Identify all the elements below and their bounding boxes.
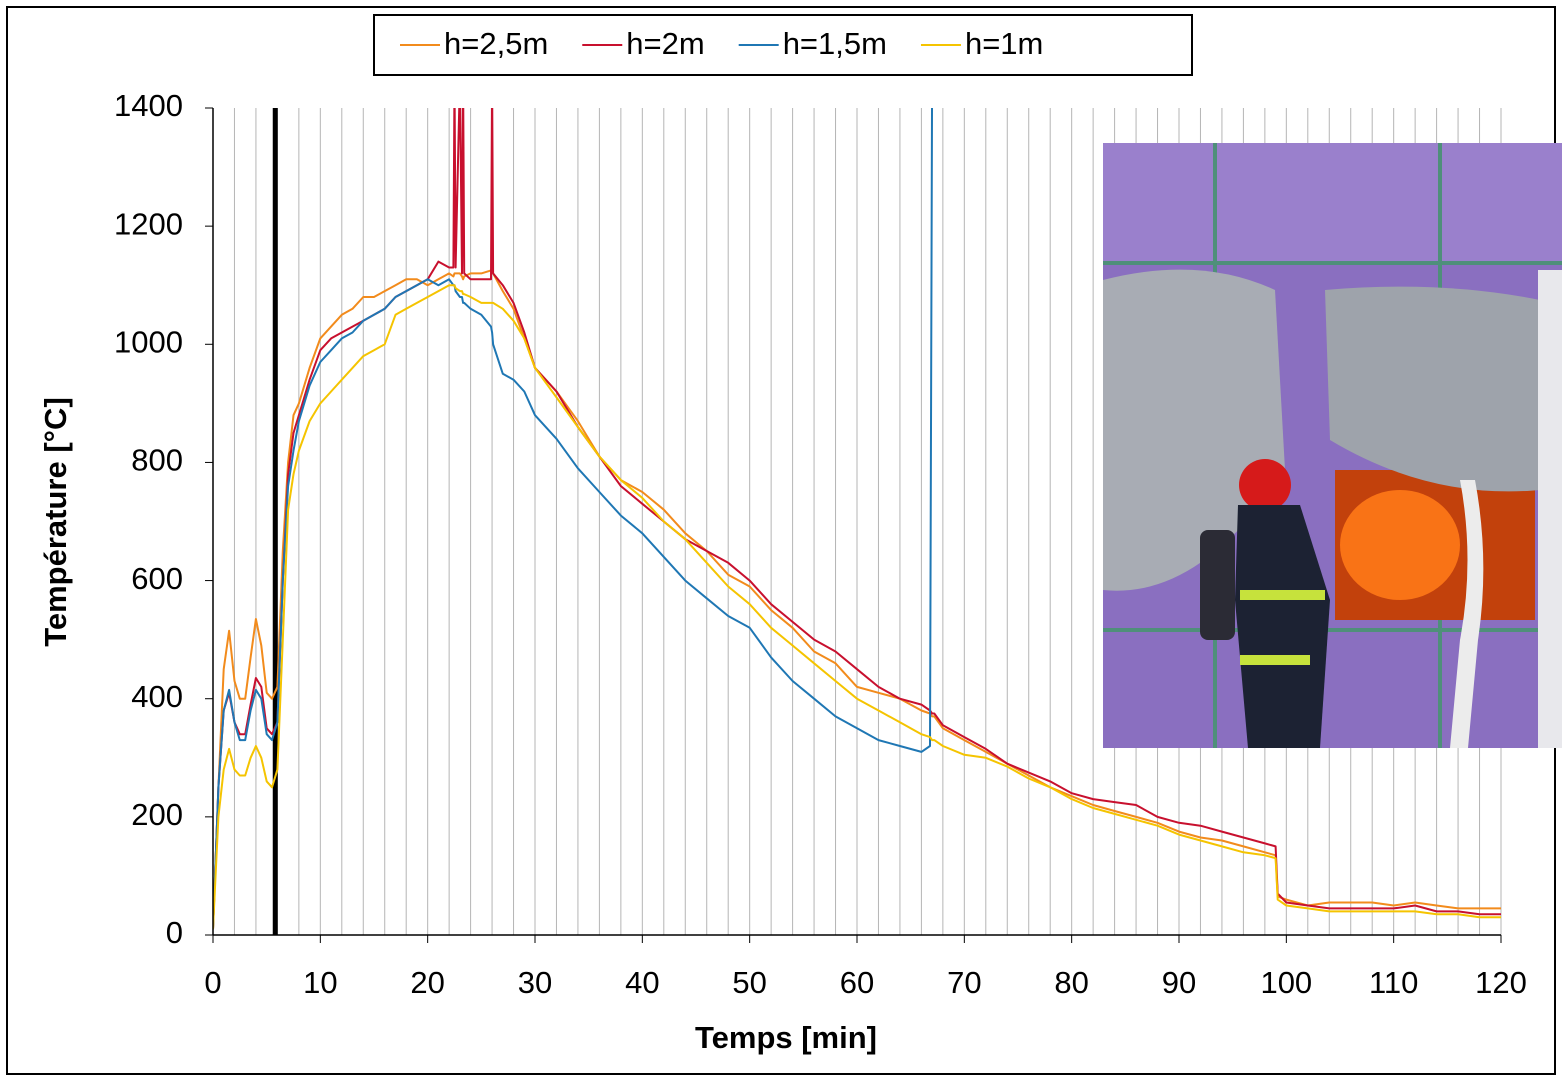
y-tick-label: 1400	[114, 88, 183, 123]
x-tick-label: 30	[518, 965, 552, 1000]
x-tick-label: 110	[1369, 965, 1418, 1000]
x-tick-label: 60	[840, 965, 874, 1000]
series-line	[213, 266, 1501, 930]
legend-label: h=1m	[965, 26, 1043, 61]
legend	[373, 14, 1193, 76]
y-tick-label: 600	[131, 561, 183, 596]
y-tick-label: 400	[131, 679, 183, 714]
x-axis-title: Temps [min]	[695, 1020, 877, 1055]
legend-label: h=2m	[626, 26, 704, 61]
legend-label: h=1,5m	[783, 26, 887, 61]
ticks: 0 10 20 30 40 50 60 70 80 90 100 110 120020040060080…	[114, 88, 1527, 1000]
x-tick-label: 40	[625, 965, 659, 1000]
x-tick-label: 120	[1475, 965, 1527, 1000]
x-tick-label: 50	[732, 965, 766, 1000]
x-tick-label: 0	[204, 965, 221, 1000]
legend-label: h=2,5m	[444, 26, 548, 61]
x-tick-label: 100	[1260, 965, 1312, 1000]
x-tick-label: 20	[410, 965, 444, 1000]
x-tick-label: 80	[1054, 965, 1088, 1000]
x-tick-label: 10	[303, 965, 337, 1000]
y-tick-label: 1000	[114, 324, 183, 359]
y-tick-label: 0	[166, 915, 183, 950]
y-axis-title: Température [°C]	[38, 397, 73, 647]
y-tick-label: 800	[131, 443, 183, 478]
series-line	[213, 284, 1501, 930]
plot-area	[213, 108, 1501, 935]
y-tick-label: 200	[131, 797, 183, 832]
x-tick-label: 70	[947, 965, 981, 1000]
y-tick-label: 1200	[114, 206, 183, 241]
x-tick-label: 90	[1162, 965, 1196, 1000]
inset-photo	[1103, 143, 1562, 748]
series-line	[213, 108, 934, 930]
legend-entries: h=2,5m h=2m h=1,5m h=1m	[400, 26, 1043, 61]
